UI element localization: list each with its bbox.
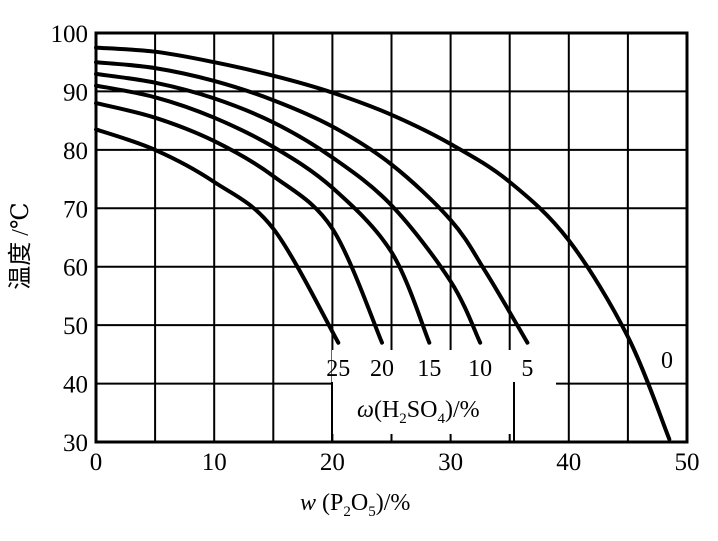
series-label-15: 15 — [417, 356, 441, 382]
y-tick-label: 90 — [63, 79, 88, 106]
series-line-25 — [94, 127, 341, 345]
x-axis-title: w (P2O5)/% — [300, 490, 410, 520]
x-tick-label: 10 — [202, 449, 227, 476]
series-label-25: 25 — [326, 356, 350, 382]
series-line-5 — [94, 60, 530, 345]
y-tick-label: 50 — [63, 313, 88, 340]
curves — [94, 45, 672, 442]
series-line-10 — [94, 71, 483, 345]
y-tick-labels: 30 40 50 60 70 80 90 100 — [51, 21, 89, 457]
plot-frame — [94, 31, 689, 444]
legend-background — [332, 350, 556, 434]
x-tick-label: 50 — [675, 449, 700, 476]
x-tick-label: 30 — [438, 449, 463, 476]
series-label-20: 20 — [370, 356, 394, 382]
series-label-0: 0 — [661, 348, 673, 374]
series-label-5: 5 — [521, 356, 533, 382]
x-tick-label: 40 — [556, 449, 581, 476]
y-tick-label: 60 — [63, 255, 88, 282]
series-line-20 — [94, 101, 384, 345]
y-tick-label: 70 — [63, 196, 88, 223]
legend-title: ω(H2SO4)/% — [357, 397, 480, 427]
y-tick-label: 100 — [51, 21, 89, 48]
curve-labels: 0 5 10 15 20 25 — [326, 348, 673, 382]
y-tick-label: 40 — [63, 372, 88, 399]
series-label-10: 10 — [468, 356, 492, 382]
series-line-0 — [94, 45, 672, 442]
y-tick-label: 30 — [63, 430, 88, 457]
y-tick-label: 80 — [63, 138, 88, 165]
x-tick-label: 0 — [90, 449, 103, 476]
y-axis-title: 温度 /℃ — [7, 202, 34, 290]
series-line-15 — [94, 83, 432, 345]
x-tick-labels: 0 10 20 30 40 50 — [90, 449, 700, 476]
x-tick-label: 20 — [320, 449, 345, 476]
